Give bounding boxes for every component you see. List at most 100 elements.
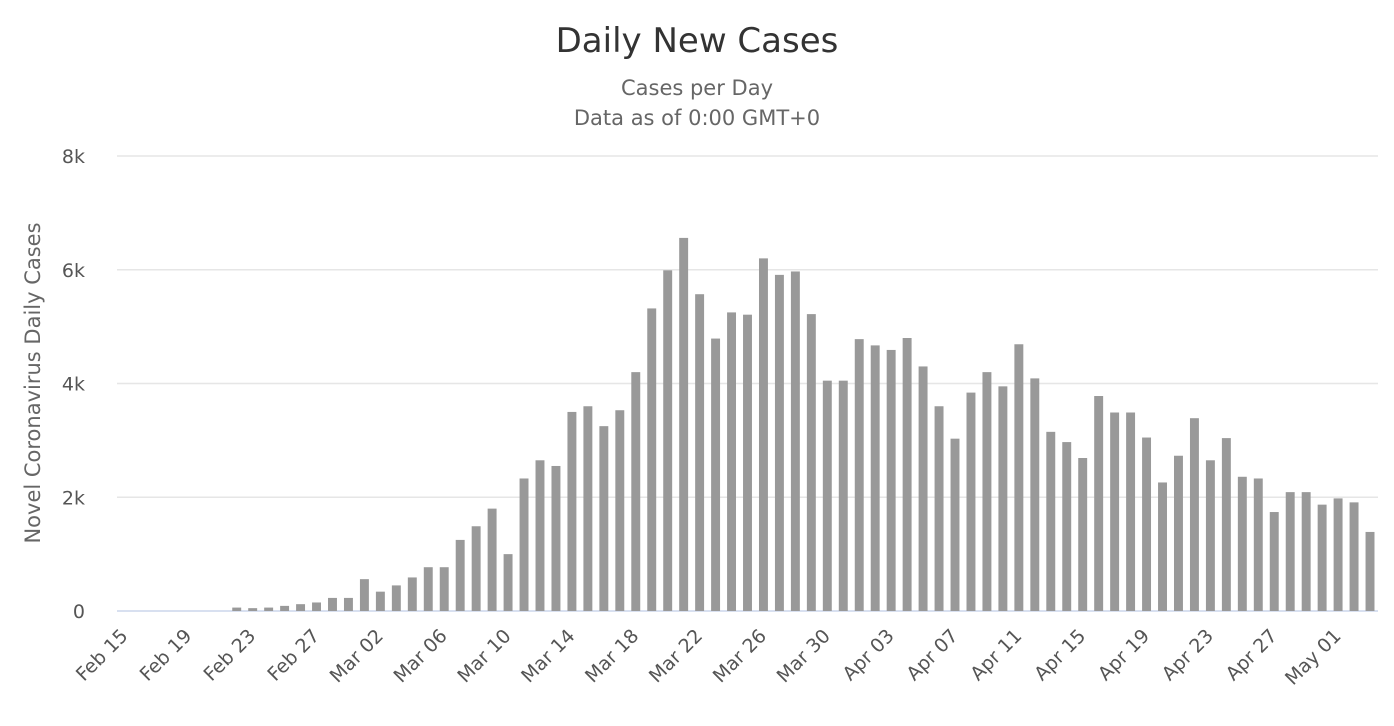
bar [854, 339, 864, 611]
bar [264, 607, 274, 611]
bar [1046, 431, 1056, 611]
bar [1030, 378, 1040, 611]
bar [359, 579, 369, 611]
x-tick-label: May 01 [1281, 625, 1346, 690]
y-tick-label: 0 [73, 601, 85, 623]
bar [758, 258, 768, 611]
y-tick-label: 6k [62, 260, 85, 282]
bar [455, 539, 465, 611]
bar [1365, 531, 1375, 611]
bar [1205, 460, 1215, 611]
bar [950, 438, 960, 611]
bar [328, 597, 337, 611]
bar [1349, 502, 1359, 611]
bar [1253, 478, 1263, 611]
bar [1142, 437, 1152, 611]
bar [838, 380, 848, 611]
x-tick-label: Feb 23 [200, 625, 261, 686]
bar [934, 406, 944, 611]
bar [918, 366, 928, 611]
bar [966, 392, 976, 611]
chart-subtitle: Data as of 0:00 GMT+0 [574, 106, 820, 130]
bar [886, 349, 896, 611]
bar [727, 312, 737, 611]
x-tick-label: Apr 27 [1222, 625, 1282, 685]
bar [663, 270, 673, 611]
x-tick-label: Apr 23 [1158, 625, 1218, 685]
x-tick-label: Mar 06 [389, 625, 451, 687]
bar [1269, 512, 1279, 611]
bar [982, 372, 992, 611]
x-tick-label: Mar 22 [645, 625, 707, 687]
bar [631, 372, 641, 611]
y-axis-label: Novel Coronavirus Daily Cases [21, 222, 45, 543]
bar [615, 410, 625, 611]
bar [423, 567, 433, 611]
bar [870, 345, 880, 611]
bar [1094, 396, 1104, 611]
bar [439, 567, 449, 611]
x-tick-label: Mar 02 [326, 625, 388, 687]
bar [296, 604, 306, 611]
x-tick-label: Apr 15 [1030, 625, 1090, 685]
x-tick-label: Apr 07 [902, 625, 962, 685]
bar [1174, 455, 1183, 611]
bar [599, 426, 609, 611]
x-tick-label: Apr 19 [1094, 625, 1154, 685]
x-tick-label: Mar 14 [517, 625, 579, 687]
bar [280, 605, 290, 611]
bar [1333, 498, 1343, 611]
x-tick-label: Apr 11 [966, 625, 1026, 685]
bar [1158, 482, 1167, 611]
bar [806, 314, 816, 611]
bar [1189, 418, 1199, 611]
x-tick-label: Mar 30 [773, 625, 835, 687]
bar [711, 338, 721, 611]
bar [1014, 344, 1024, 611]
y-tick-label: 4k [62, 374, 85, 396]
bar [503, 554, 513, 611]
bar [1110, 412, 1120, 611]
bar [647, 308, 657, 611]
x-tick-label: Mar 18 [581, 625, 643, 687]
bar [1062, 442, 1072, 611]
bar [519, 478, 529, 611]
y-tick-label: 2k [62, 487, 85, 509]
bar [248, 608, 258, 611]
x-tick-label: Feb 19 [136, 625, 197, 686]
bar [487, 508, 497, 611]
bar [471, 526, 481, 611]
bar [822, 380, 832, 611]
bar [343, 597, 353, 611]
x-tick-label: Feb 27 [263, 625, 324, 686]
bar [312, 602, 321, 611]
bar [774, 274, 784, 611]
bar [1078, 458, 1088, 611]
x-tick-label: Apr 03 [839, 625, 899, 685]
bar [1317, 504, 1327, 611]
x-tick-label: Feb 15 [72, 625, 133, 686]
x-tick-label: Mar 10 [453, 625, 515, 687]
bar [695, 294, 705, 611]
bar [679, 237, 689, 611]
bar [1237, 476, 1247, 611]
bar [743, 314, 752, 611]
bar [902, 338, 912, 611]
bar [232, 607, 242, 611]
bar [583, 406, 593, 611]
bar [551, 465, 561, 611]
bar [375, 591, 385, 611]
bar [790, 271, 800, 611]
bar [407, 577, 417, 611]
bar [998, 386, 1008, 611]
bar [391, 585, 401, 611]
bar [535, 460, 545, 611]
bar [1126, 412, 1136, 611]
bar [567, 411, 577, 611]
bar [1221, 438, 1231, 611]
chart-subtitle: Cases per Day [621, 76, 773, 100]
bar [1285, 492, 1295, 611]
chart-title: Daily New Cases [556, 21, 839, 61]
